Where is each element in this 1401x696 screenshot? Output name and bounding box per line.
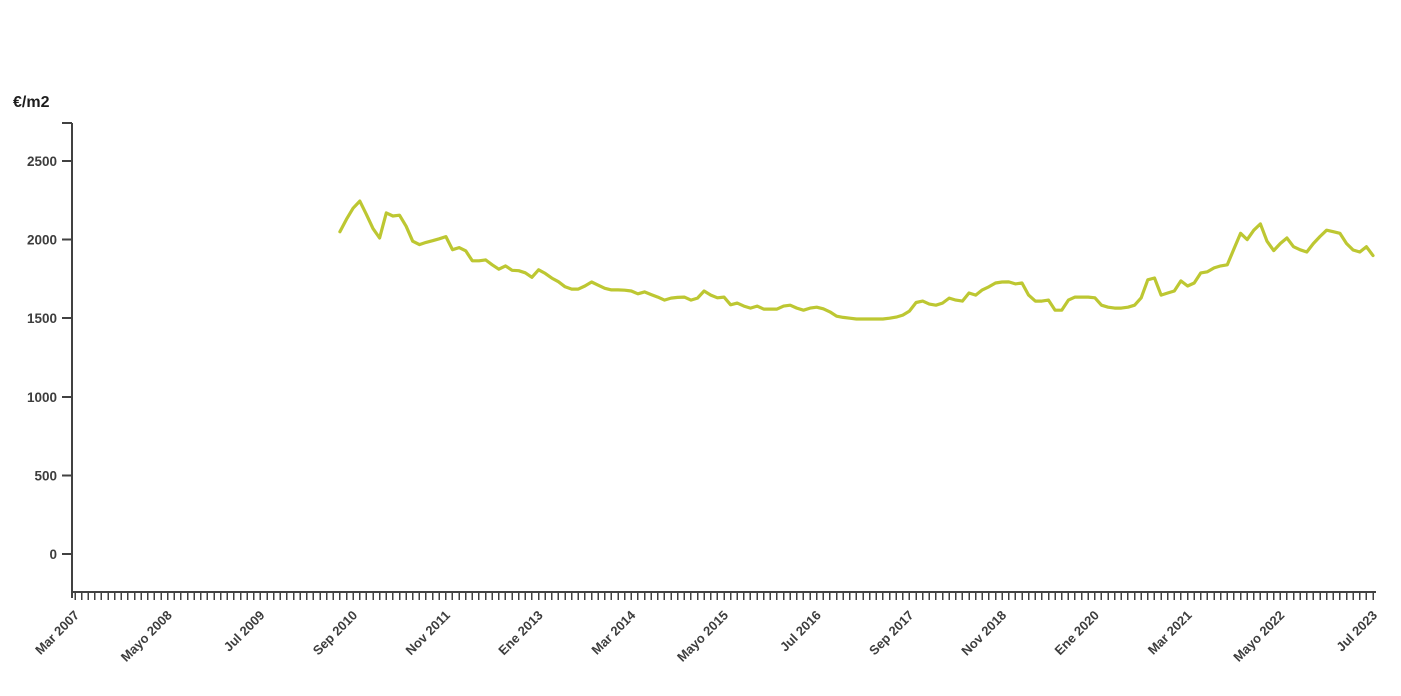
x-axis-tick-label: Jul 2023 bbox=[1333, 608, 1380, 655]
x-axis-tick-label: Jul 2016 bbox=[777, 608, 824, 655]
x-axis-tick-label: Mar 2014 bbox=[588, 607, 639, 658]
x-axis-tick-label: Sep 2010 bbox=[310, 608, 360, 658]
y-axis-tick-label: 2500 bbox=[27, 154, 57, 169]
x-axis-tick-label: Mayo 2022 bbox=[1230, 608, 1287, 665]
y-axis-tick-label: 0 bbox=[49, 547, 57, 562]
x-axis-tick-label: Nov 2011 bbox=[403, 608, 453, 658]
x-axis-tick-label: Nov 2018 bbox=[958, 608, 1009, 659]
x-axis-tick-label: Mar 2021 bbox=[1145, 608, 1195, 658]
x-axis-tick-label: Jul 2009 bbox=[221, 608, 268, 655]
x-axis-tick-label: Ene 2020 bbox=[1052, 608, 1102, 658]
x-axis-tick-label: Mayo 2015 bbox=[674, 608, 731, 665]
y-axis-tick-label: 500 bbox=[34, 468, 57, 483]
y-axis-tick-label: 2000 bbox=[27, 233, 57, 248]
y-axis-tick-label: 1000 bbox=[27, 390, 57, 405]
x-axis-tick-label: Sep 2017 bbox=[866, 608, 916, 658]
x-axis-tick-label: Mayo 2008 bbox=[118, 608, 175, 665]
price-series-line bbox=[338, 199, 1375, 321]
y-axis-unit-label: €/m2 bbox=[13, 94, 50, 111]
y-axis-tick-label: 1500 bbox=[27, 311, 57, 326]
x-axis-tick-label: Mar 2007 bbox=[32, 608, 82, 658]
x-axis-tick-label: Ene 2013 bbox=[495, 608, 545, 658]
